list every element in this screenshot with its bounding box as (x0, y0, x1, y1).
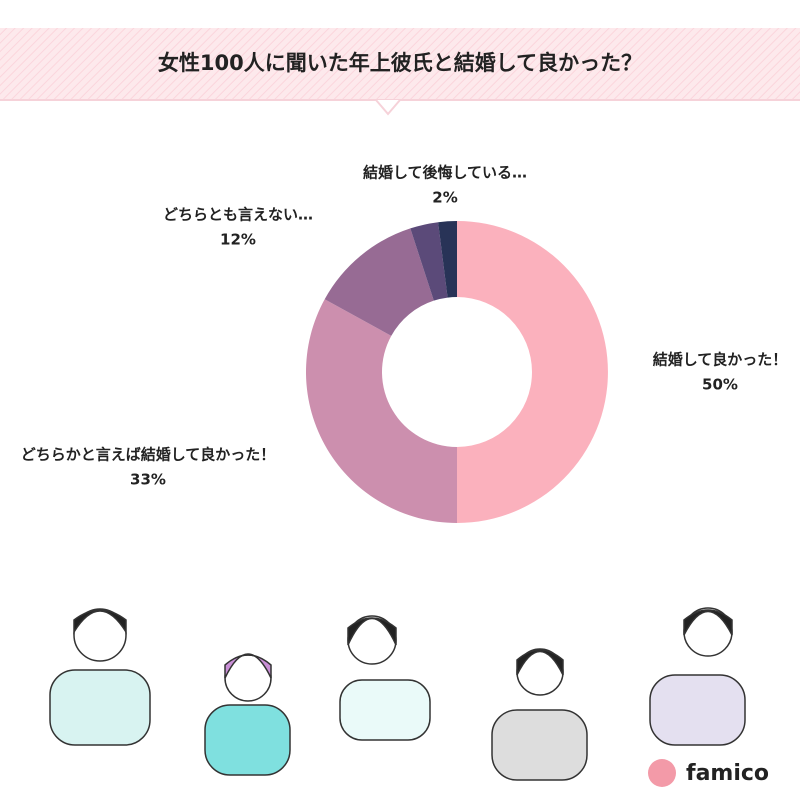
pointer (375, 99, 401, 116)
donut-segment (457, 221, 608, 523)
category-label: 結婚して後悔している… (363, 164, 527, 182)
donut-segment (324, 228, 434, 336)
donut-segment (410, 222, 448, 301)
category-label: 結婚して良かった！ (653, 351, 788, 369)
value-label: 2% (432, 189, 457, 207)
value-label: 50% (702, 376, 738, 394)
logo-icon (648, 759, 676, 787)
illustrations (49, 607, 746, 781)
donut-segment (438, 221, 457, 298)
category-label: どちらかと言えば結婚して良かった！ (21, 446, 276, 464)
value-label: 33% (130, 471, 166, 489)
logo: famico (686, 761, 769, 786)
title-banner (0, 28, 800, 100)
chart-title: 女性100人に聞いた年上彼氏と結婚して良かった？ (158, 51, 642, 75)
donut (306, 221, 608, 523)
value-label: 12% (220, 231, 256, 249)
category-label: どちらとも言えない… (163, 206, 313, 224)
donut-segment (306, 299, 457, 523)
